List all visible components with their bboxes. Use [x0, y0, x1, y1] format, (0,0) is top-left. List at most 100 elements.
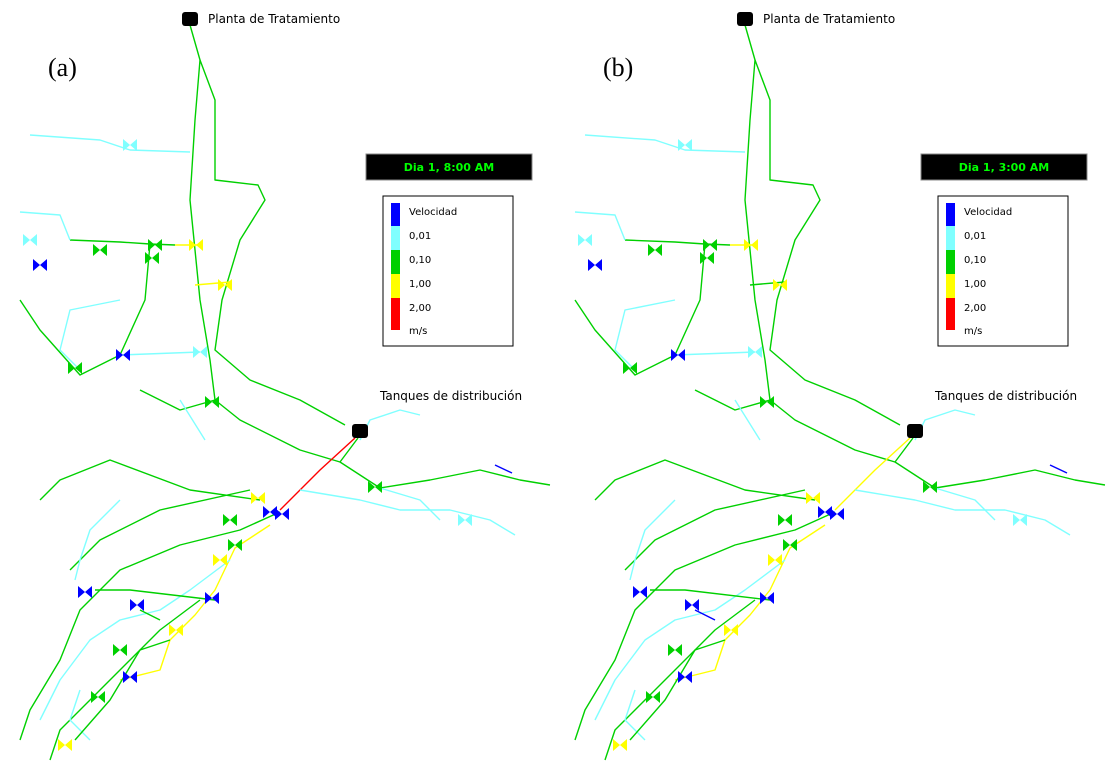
- pipe: [40, 460, 260, 500]
- valve: [193, 346, 207, 358]
- valve: [275, 508, 289, 520]
- network-panel: (b) Planta de Tratamiento Tanques de distr…: [575, 12, 1105, 760]
- legend-threshold: 1,00: [964, 279, 986, 290]
- pipe: [745, 25, 913, 462]
- valve: [588, 259, 602, 271]
- valve: [703, 239, 717, 251]
- legend-title: Velocidad: [409, 207, 457, 218]
- legend-box: [938, 196, 1068, 346]
- valve: [1013, 514, 1027, 526]
- valve: [744, 239, 758, 251]
- pipe: [195, 282, 230, 285]
- pipe: [140, 390, 215, 410]
- valve: [223, 514, 237, 526]
- legend-unit: m/s: [409, 326, 427, 337]
- legend-threshold: 0,10: [409, 255, 431, 266]
- legend-swatch: [946, 226, 955, 250]
- pipe: [190, 25, 358, 462]
- legend-swatch: [391, 274, 400, 298]
- legend-threshold: 0,01: [409, 231, 431, 242]
- pipe: [200, 60, 345, 425]
- pipe: [630, 640, 725, 740]
- legend-threshold: 2,00: [964, 303, 986, 314]
- pipe: [595, 460, 815, 500]
- valve: [613, 739, 627, 751]
- valve: [678, 671, 692, 683]
- pipe: [30, 135, 190, 152]
- source-label: Planta de Tratamiento: [208, 12, 340, 26]
- valve: [685, 599, 699, 611]
- valve: [923, 481, 937, 493]
- valve: [189, 239, 203, 251]
- figure: (a) Planta de Tratamiento Tanques de distr…: [0, 0, 1107, 774]
- legend-threshold: 0,10: [964, 255, 986, 266]
- valve: [760, 396, 774, 408]
- legend-unit: m/s: [964, 326, 982, 337]
- panel-label: (b): [603, 53, 633, 82]
- valve: [623, 362, 637, 374]
- pipe: [360, 410, 420, 440]
- pipe: [70, 690, 90, 740]
- valve: [806, 492, 820, 504]
- treatment-plant: [737, 12, 753, 26]
- legend-swatch: [391, 226, 400, 250]
- network-panel: (a) Planta de Tratamiento Tanques de distr…: [20, 12, 550, 760]
- pipe: [140, 610, 160, 620]
- source-label: Planta de Tratamiento: [763, 12, 895, 26]
- treatment-plant: [182, 12, 198, 26]
- valve: [648, 244, 662, 256]
- time-label: Dia 1, 8:00 AM: [404, 161, 494, 174]
- valve: [700, 252, 714, 264]
- pipe: [750, 282, 785, 285]
- pipe: [630, 500, 675, 580]
- pipe: [1050, 465, 1067, 473]
- legend-swatch: [391, 298, 400, 330]
- legend-threshold: 1,00: [409, 279, 431, 290]
- valve: [778, 514, 792, 526]
- valve: [78, 586, 92, 598]
- pipe: [380, 488, 440, 520]
- legend-swatch: [946, 274, 955, 298]
- pipe: [495, 465, 512, 473]
- valve: [368, 481, 382, 493]
- pipe: [695, 610, 715, 620]
- valve: [113, 644, 127, 656]
- valve: [23, 234, 37, 246]
- tanks-label: Tanques de distribución: [934, 389, 1077, 403]
- valve: [205, 396, 219, 408]
- pipe: [75, 640, 170, 740]
- tanks-label: Tanques de distribución: [379, 389, 522, 403]
- tank: [907, 424, 923, 438]
- valve: [748, 346, 762, 358]
- legend-threshold: 0,01: [964, 231, 986, 242]
- pipe: [755, 60, 900, 425]
- pipe: [650, 590, 770, 600]
- pipe: [120, 352, 200, 355]
- time-label: Dia 1, 3:00 AM: [959, 161, 1049, 174]
- valve: [768, 554, 782, 566]
- legend-threshold: 2,00: [409, 303, 431, 314]
- valve: [116, 349, 130, 361]
- valve: [671, 349, 685, 361]
- legend-swatch: [946, 203, 955, 226]
- pipe: [625, 690, 645, 740]
- legend-swatch: [946, 298, 955, 330]
- valve: [678, 139, 692, 151]
- legend-box: [383, 196, 513, 346]
- valve: [123, 671, 137, 683]
- pipe: [280, 438, 355, 510]
- valve: [145, 252, 159, 264]
- valve: [251, 492, 265, 504]
- pipe: [675, 352, 755, 355]
- pipe: [915, 410, 975, 440]
- pipe: [585, 135, 745, 152]
- valve: [668, 644, 682, 656]
- pipe: [835, 438, 910, 510]
- valve: [58, 739, 72, 751]
- panel-label: (a): [48, 53, 77, 82]
- pipe: [75, 500, 120, 580]
- valve: [830, 508, 844, 520]
- pipe: [575, 244, 705, 375]
- legend-title: Velocidad: [964, 207, 1012, 218]
- pipe: [575, 212, 625, 240]
